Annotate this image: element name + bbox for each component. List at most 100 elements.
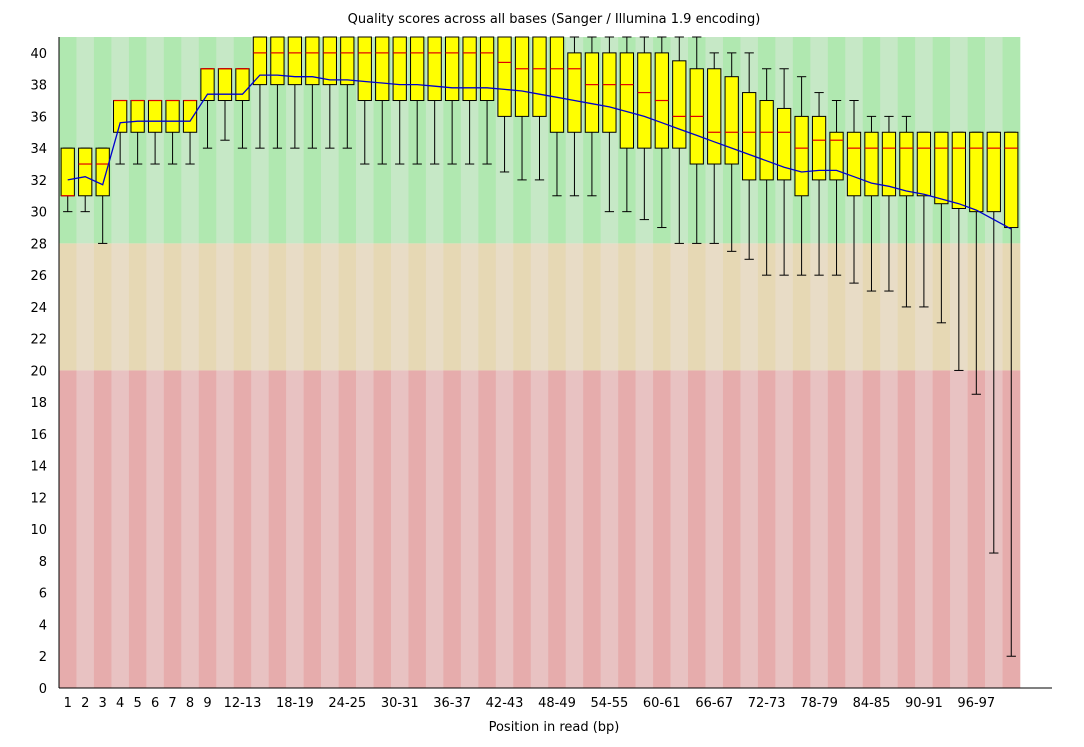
zone-1-stripe [286,243,304,371]
zone-2-stripe [775,370,794,688]
box [934,131,949,205]
box [200,68,215,102]
x-tick-label: 54-55 [591,696,629,711]
box [165,100,180,133]
y-tick-label: 38 [30,79,47,94]
zone-2-stripe [950,370,968,688]
y-tick-label: 26 [30,269,47,284]
x-tick-label: 90-91 [905,696,943,711]
x-tick-label: 36-37 [433,696,471,711]
zone-1-stripe [181,243,200,371]
box [182,100,198,133]
zone-1-stripe [408,243,427,371]
box [410,36,425,102]
zone-2-stripe [583,370,601,688]
box [742,92,757,181]
y-tick-label: 36 [30,110,47,125]
zone-2-stripe [251,370,269,688]
box [392,36,407,102]
zone-2-stripe [653,370,671,688]
zone-2-stripe [880,370,898,688]
zone-2-stripe [390,370,409,688]
x-tick-label: 7 [168,696,176,711]
box [794,115,809,197]
zone-1-stripe [93,243,112,371]
y-tick-label: 6 [39,587,47,602]
x-tick-label: 18-19 [276,696,314,711]
zone-1-stripe [635,243,654,371]
zone-2-stripe [740,370,759,688]
zone-2-stripe [705,370,724,688]
y-tick-label: 2 [39,650,47,665]
zone-1-stripe [146,243,165,371]
y-tick-label: 12 [30,491,47,506]
y-tick-label: 28 [30,237,47,252]
box [217,68,233,102]
y-tick-label: 40 [30,47,47,62]
mean-line [67,74,1012,230]
zone-2-stripe [757,370,776,688]
zone-1-stripe [76,243,95,371]
zone-2-stripe [548,370,567,688]
zone-2-stripe [478,370,497,688]
box [549,36,565,133]
x-tick-label: 6 [151,696,159,711]
zone-1-stripe [216,243,235,371]
x-tick-label: 12-13 [224,696,262,711]
x-tick-label: 72-73 [748,696,786,711]
zone-1-stripe [688,243,706,371]
y-tick-label: 24 [30,301,47,316]
y-tick-label: 32 [30,174,47,189]
zone-1-stripe [268,243,287,371]
chart-title: Quality scores across all bases (Sanger … [348,12,761,27]
box [637,52,652,149]
zone-2-stripe [810,370,829,688]
zone-2-stripe [897,370,916,688]
zone-1-stripe [163,243,182,371]
y-tick-label: 22 [30,333,47,348]
zone-2-stripe [425,370,444,688]
x-tick-label: 42-43 [486,696,524,711]
box [479,36,495,102]
zone-2-stripe [932,370,951,688]
box [724,76,739,165]
zone-2-stripe [146,370,165,688]
zone-1-stripe [356,243,374,371]
zone-0-stripe [76,37,95,244]
box [567,52,582,133]
box [78,147,93,197]
zone-2-stripe [862,370,881,688]
box-series [60,36,1019,657]
box [340,36,355,86]
axes [58,37,1052,689]
zone-1-stripe [653,243,671,371]
box [811,115,827,181]
box [270,36,285,86]
box [829,131,844,181]
x-tick-label: 4 [116,696,124,711]
zone-2-stripe [268,370,287,688]
x-tick-label: 96-97 [957,696,995,711]
zone-2-stripe [286,370,304,688]
zone-2-stripe [792,370,811,688]
box [986,131,1001,213]
zone-2-stripe [688,370,706,688]
zone-1-stripe [251,243,269,371]
y-tick-label: 18 [30,396,47,411]
x-tick-label: 1 [64,696,72,711]
y-tick-label: 34 [30,142,47,157]
zone-1-stripe [111,243,130,371]
zone-1-stripe [583,243,601,371]
zone-1-stripe [530,243,549,371]
box [375,36,390,102]
zone-1-stripe [670,243,689,371]
box [235,68,250,102]
x-tick-label: 30-31 [381,696,419,711]
zone-1-stripe [478,243,497,371]
zone-2-stripe [513,370,532,688]
box [113,100,128,133]
zone-2-stripe [408,370,427,688]
zone-2-stripe [216,370,235,688]
zone-2-stripe [76,370,95,688]
